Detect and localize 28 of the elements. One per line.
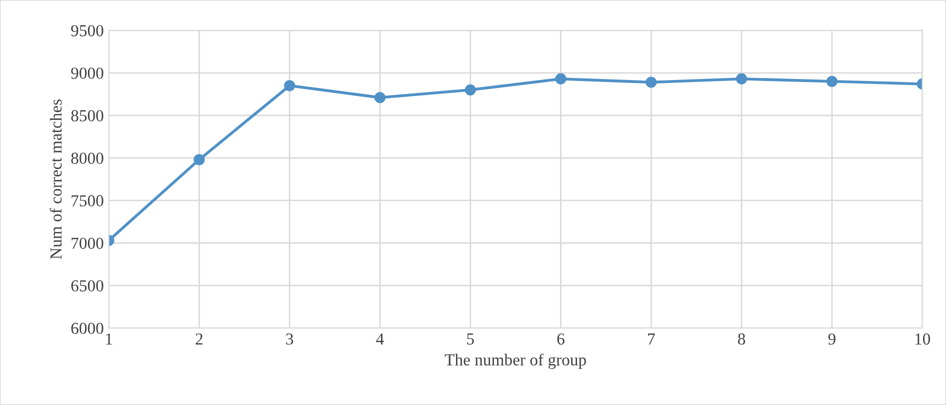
y-tick-label: 8000 [71, 152, 104, 164]
point [646, 76, 657, 88]
x-tick-label: 4 [376, 334, 384, 344]
x-tick-label: 3 [286, 333, 294, 345]
x-tick-label: 6 [557, 333, 564, 345]
point [736, 73, 748, 84]
x-tick-label: 1 [106, 333, 112, 344]
x-tick-label: 5 [467, 334, 474, 345]
y-tick-label: 9000 [71, 68, 104, 79]
y-tick-label: 8500 [71, 110, 104, 122]
point [555, 73, 566, 84]
point [284, 80, 296, 92]
x-tick-label: 7 [648, 334, 655, 344]
x-tick-label: 10 [915, 333, 930, 345]
point [194, 154, 205, 166]
y-tick-label: 9500 [71, 25, 104, 36]
x-tick-label: 8 [738, 333, 746, 345]
y-tick-label: 6000 [71, 322, 104, 334]
point [374, 92, 386, 104]
y-axis-title: Num of correct matches [50, 100, 62, 260]
point [464, 84, 476, 96]
y-tick-label: 7000 [72, 238, 104, 249]
y-tick-label: 6500 [71, 280, 104, 292]
point [826, 76, 838, 87]
y-tick-label: 7500 [72, 195, 104, 206]
x-tick-label: 2 [196, 333, 202, 344]
x-axis-title: The number of group [444, 354, 586, 369]
x-tick-label: 9 [828, 333, 836, 345]
